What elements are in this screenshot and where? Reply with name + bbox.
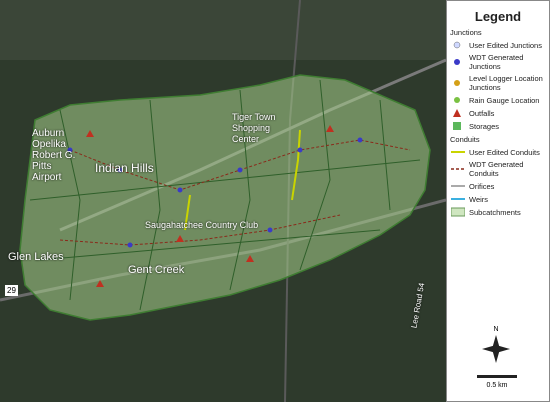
symbol — [454, 80, 460, 86]
map-label: Tiger Town Shopping Center — [232, 112, 276, 144]
junctions — [67, 137, 363, 248]
imagery — [0, 0, 446, 60]
legend-item: Storages — [447, 121, 549, 131]
legend-sections: Junctions User Edited Junctions WDT Genera… — [447, 28, 549, 217]
legend-symbol — [447, 57, 469, 67]
legend-title: Legend — [474, 9, 522, 24]
legend: Legend Junctions User Edited Junctions WDT… — [446, 0, 550, 402]
symbol — [453, 122, 461, 130]
legend-symbol — [447, 164, 469, 174]
symbol — [451, 207, 465, 217]
legend-label: Weirs — [469, 194, 489, 204]
legend-symbol — [447, 40, 469, 50]
north-label: N — [493, 326, 498, 333]
legend-label: User Edited Conduits — [469, 147, 540, 157]
legend-item: Orifices — [447, 181, 549, 191]
map-furniture: N 0.5 km — [477, 326, 517, 389]
legend-symbol — [447, 194, 469, 204]
scale-bar — [477, 375, 517, 378]
legend-item: WDT Generated Junctions — [447, 53, 549, 71]
legend-item: Rain Gauge Location — [447, 95, 549, 105]
legend-item: WDT Generated Conduits — [447, 160, 549, 178]
subcatchment-boundaries — [29, 79, 421, 311]
legend-item: Subcatchments — [447, 207, 549, 217]
symbol — [451, 151, 465, 153]
symbol — [453, 109, 461, 117]
legend-label: WDT Generated Conduits — [469, 160, 524, 178]
legend-item: Outfalls — [447, 108, 549, 118]
legend-item: Level Logger Location Junctions — [447, 74, 549, 92]
road-shield: 29 — [5, 285, 18, 296]
map-label: Gent Creek — [128, 264, 185, 276]
symbol — [454, 97, 460, 103]
legend-header: Conduits — [450, 135, 480, 144]
north-arrow — [482, 335, 510, 363]
legend-item: User Edited Junctions — [447, 40, 549, 50]
map-label: Glen Lakes — [8, 251, 64, 263]
symbol — [453, 41, 461, 49]
scale-label: 0.5 km — [486, 382, 507, 389]
subcatchments — [19, 74, 431, 321]
legend-item: User Edited Conduits — [447, 147, 549, 157]
legend-item: Weirs — [447, 194, 549, 204]
legend-label: WDT Generated Junctions — [469, 53, 524, 71]
legend-label: User Edited Junctions — [469, 40, 542, 50]
map-label: Auburn Opelika Robert G. Pitts Airport — [32, 128, 76, 183]
legend-label: Rain Gauge Location — [469, 95, 540, 105]
symbol — [454, 59, 460, 65]
legend-symbol — [447, 181, 469, 191]
legend-symbol — [447, 147, 469, 157]
legend-label: Storages — [469, 121, 500, 131]
map — [0, 0, 446, 402]
legend-symbol — [447, 78, 469, 88]
legend-label: Level Logger Location Junctions — [469, 74, 543, 92]
map-label: Indian Hills — [95, 161, 154, 175]
symbol — [451, 185, 465, 187]
user-edited-conduits — [184, 129, 301, 231]
symbol — [451, 168, 465, 170]
legend-label: Orifices — [469, 181, 495, 191]
legend-symbol — [447, 95, 469, 105]
legend-symbol — [447, 121, 469, 131]
outfalls — [86, 125, 334, 287]
legend-header: Junctions — [450, 28, 482, 37]
legend-symbol — [447, 108, 469, 118]
map-label: Saugahatchee Country Club — [145, 220, 259, 230]
legend-symbol — [447, 207, 469, 217]
legend-label: Subcatchments — [469, 207, 521, 217]
symbol — [451, 198, 465, 200]
legend-label: Outfalls — [469, 108, 495, 118]
